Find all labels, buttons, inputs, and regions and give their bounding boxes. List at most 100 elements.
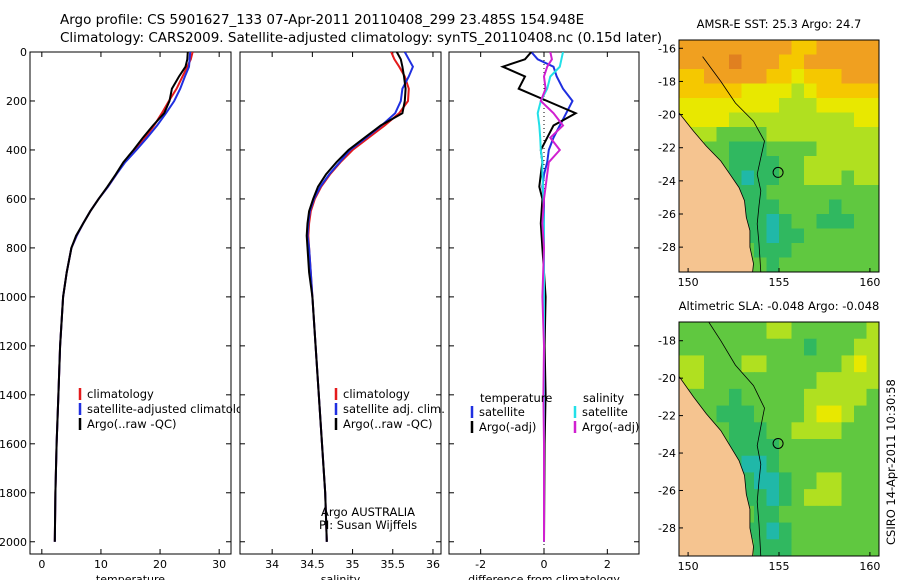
sst-map-panel: AMSR-E SST: 25.3 Argo: 24.7 150 155 160 -16 -… (658, 17, 880, 289)
sla_map-grid-cell (854, 322, 868, 340)
temperature-series-line-argo (53, 52, 189, 542)
sla_map-grid-cell (816, 439, 830, 457)
sla_map-grid-cell (704, 372, 718, 390)
sst_map-grid-cell (766, 127, 780, 143)
sla_map-grid-cell (704, 355, 718, 373)
sla_map-grid-cell (804, 489, 818, 507)
sla_map-xtick-label: 150 (678, 560, 699, 573)
sla_map-grid-cell (754, 322, 768, 340)
sst_map-grid-cell (816, 156, 830, 172)
sla_map-xtick-label: 155 (769, 560, 790, 573)
sst_map-grid-cell (779, 257, 793, 272)
timestamp-side-label: CSIRO 14-Apr-2011 10:30:58 (884, 379, 898, 545)
difference-legend-entry: Argo(-adj) (479, 420, 536, 434)
sst_map-grid-cell (791, 156, 805, 172)
sla_map-grid-cell (804, 355, 818, 373)
sla_map-ytick-label: -28 (658, 522, 676, 535)
temperature-xtick-label: 30 (212, 558, 226, 571)
sst_map-grid-cell (754, 83, 768, 99)
sst_map-grid-cell (741, 170, 755, 186)
sst_map-grid-cell (841, 141, 855, 157)
sst_map-grid-cell (779, 243, 793, 259)
sla_map-grid-cell (804, 405, 818, 423)
sst_map-grid-cell (829, 54, 843, 70)
sst_map-grid-cell (816, 185, 830, 201)
sla_map-grid-cell (804, 455, 818, 474)
sla_map-grid-cell (766, 372, 780, 390)
sst_map-grid-cell (679, 69, 693, 85)
difference-xtick-label: 0 (541, 558, 548, 571)
sla_map-grid-cell (829, 338, 843, 357)
sst_map-grid-cell (766, 98, 780, 114)
difference-profile-panel: -2 0 2 difference from climatology temperatu… (448, 51, 640, 580)
sla_map-grid-cell (854, 489, 868, 507)
sla_map-grid-cell (754, 405, 768, 423)
sla_map-grid-cell (866, 489, 879, 507)
sst_map-grid-cell (866, 243, 879, 259)
sst_map-grid-cell (779, 40, 793, 56)
sla_map-grid-cell (779, 355, 793, 373)
sla_map-grid-cell (716, 405, 730, 423)
temperature-ytick-label: 800 (6, 242, 27, 255)
sst_map-grid-cell (829, 69, 843, 85)
sla_map-grid-cell (841, 372, 855, 390)
sst_map-grid-cell (704, 54, 718, 70)
sst_map-grid-cell (829, 228, 843, 244)
sst_map-grid-cell (741, 112, 755, 128)
difference-series-line-sal_argo (539, 52, 565, 542)
sla_map-grid-cell (741, 405, 755, 423)
sst_map-grid-cell (804, 127, 818, 143)
sst_map-grid-cell (866, 98, 879, 114)
sst_map-ytick-label: -22 (658, 142, 676, 155)
sst_map-grid-cell (816, 214, 830, 230)
sla_map-grid-cell (779, 489, 793, 507)
salinity-annotation-line: PI: Susan Wijffels (319, 518, 417, 532)
sst_map-grid-cell (766, 141, 780, 157)
sla_map-grid-cell (854, 505, 868, 524)
sst_map-grid-cell (766, 214, 780, 230)
sst_map-grid-cell (691, 112, 705, 128)
sla_map-grid-cell (816, 505, 830, 524)
sla_map-grid-cell (779, 422, 793, 440)
sla_map-grid-cell (766, 338, 780, 357)
sst_map-grid-cell (779, 69, 793, 85)
sst_map-grid-cell (829, 83, 843, 99)
difference-xlabel: difference from climatology (468, 573, 620, 580)
sla_map-grid-cell (791, 372, 805, 390)
sst_map-argo-marker (772, 166, 784, 178)
sst_map-grid-cell (816, 40, 830, 56)
sla_map-grid-cell (829, 405, 843, 423)
sla_map-grid-cell (741, 338, 755, 357)
sla_map-grid-cell (691, 338, 705, 357)
sst_map-grid-cell (854, 127, 868, 143)
sst_map-grid-cell (866, 83, 879, 99)
sst_map-grid-cell (754, 228, 768, 244)
sla_map-grid-cell (866, 505, 879, 524)
sst_map-grid-cell (854, 112, 868, 128)
sla_map-grid-cell (829, 522, 843, 540)
sla_map-grid-cell (741, 439, 755, 457)
sla_map-grid-cell (854, 388, 868, 407)
sla_map-grid-cell (766, 489, 780, 507)
sla_map-grid-cell (741, 422, 755, 440)
sst_map-grid-cell (866, 156, 879, 172)
sla_map-grid-cell (804, 439, 818, 457)
sla_map-grid-cell (829, 539, 843, 556)
sst_map-grid-cell (829, 40, 843, 56)
sla_map-grid-cell (754, 355, 768, 373)
sla_map-grid-cell (804, 322, 818, 340)
sla_map-grid-cell (779, 455, 793, 474)
sst_map-grid-cell (854, 214, 868, 230)
sst_map-grid-cell (841, 228, 855, 244)
sst_map-grid-cell (766, 185, 780, 201)
sla_map-grid-cell (791, 505, 805, 524)
sla_map-grid-cell (816, 355, 830, 373)
sla_map-reef-contour (708, 322, 765, 556)
sst_map-grid-cell (791, 199, 805, 215)
sst_map-grid-cell (816, 141, 830, 157)
sst_map-grid-cell (779, 141, 793, 157)
sst_map-grid-cell (791, 54, 805, 70)
sst_map-grid-cell (729, 54, 743, 70)
sst_map-grid-cell (704, 112, 718, 128)
difference-legend-entry: Argo(-adj) (582, 420, 639, 434)
